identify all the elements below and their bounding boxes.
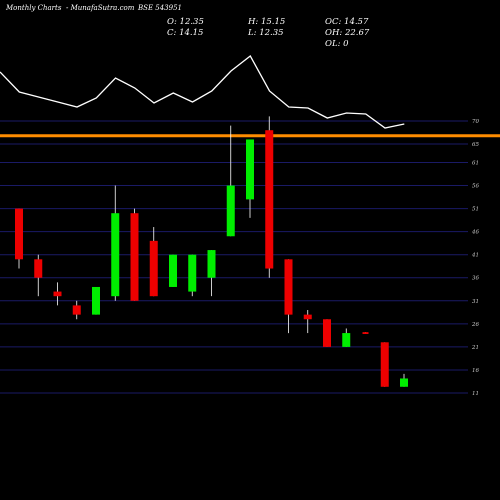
candle	[207, 250, 216, 297]
candle	[111, 185, 120, 301]
symbol-label: BSE 543951	[137, 4, 182, 12]
site-label: - MunafaSutra.com	[66, 4, 135, 12]
candle	[400, 373, 408, 387]
candle	[342, 328, 351, 347]
oc-value: OC: 14.57	[325, 17, 369, 27]
candle	[362, 332, 369, 334]
candle	[188, 254, 197, 297]
candle-body	[15, 208, 23, 260]
y-tick-label: 61	[472, 160, 479, 166]
y-axis-ticks: 70 65 61 56 51 46 41 36 31 26 21 16 11	[471, 119, 479, 397]
candle-body	[111, 213, 120, 297]
candle	[303, 310, 312, 334]
candle-body	[188, 254, 197, 292]
candle-body	[72, 305, 81, 315]
y-tick-label: 51	[472, 207, 479, 213]
candle	[149, 227, 158, 297]
candle-body	[323, 319, 331, 347]
open-value: O: 12.35	[167, 17, 204, 27]
candle	[323, 319, 331, 347]
candle	[130, 208, 139, 301]
candle	[34, 254, 43, 297]
candle	[15, 208, 23, 269]
candle	[226, 125, 235, 237]
y-tick-label: 65	[472, 142, 479, 148]
candle-body	[130, 213, 139, 301]
candle	[380, 342, 389, 387]
ol-value: OL: 0	[325, 39, 349, 49]
candle-body	[342, 333, 351, 347]
candle	[169, 254, 177, 287]
y-tick-label: 11	[472, 391, 479, 397]
y-tick-label: 70	[472, 119, 479, 125]
candle	[72, 300, 81, 320]
candle	[284, 259, 293, 334]
y-tick-label: 16	[472, 368, 479, 374]
chart-period-label: Monthly Charts	[5, 4, 62, 12]
candle-body	[400, 378, 408, 387]
high-value: H: 15.15	[247, 17, 285, 27]
candle-body	[284, 259, 293, 315]
y-tick-label: 41	[471, 253, 479, 259]
candles	[15, 116, 408, 387]
y-tick-label: 21	[471, 345, 479, 351]
candle	[246, 139, 254, 218]
low-value: L: 12.35	[247, 28, 284, 38]
y-tick-label: 26	[471, 322, 479, 328]
candle-body	[169, 254, 177, 287]
candle-body	[303, 314, 312, 320]
candle-body	[265, 130, 274, 269]
candle	[92, 286, 100, 315]
candle	[53, 282, 62, 306]
y-tick-label: 56	[472, 184, 479, 190]
candle-body	[207, 250, 216, 278]
y-tick-label: 36	[472, 276, 479, 282]
candle-body	[92, 286, 100, 315]
y-tick-label: 46	[471, 230, 479, 236]
candle-body	[34, 259, 43, 278]
oh-value: OH: 22.67	[325, 28, 370, 38]
candle-body	[53, 291, 62, 297]
overlay-line	[0, 55, 405, 129]
candle-body	[380, 342, 389, 387]
candle-body	[362, 332, 369, 334]
y-tick-label: 31	[472, 299, 479, 305]
candle-body	[149, 240, 158, 297]
candle-body	[226, 185, 235, 237]
candle	[265, 116, 274, 278]
close-value: C: 14.15	[167, 28, 203, 38]
candle-body	[246, 139, 254, 200]
